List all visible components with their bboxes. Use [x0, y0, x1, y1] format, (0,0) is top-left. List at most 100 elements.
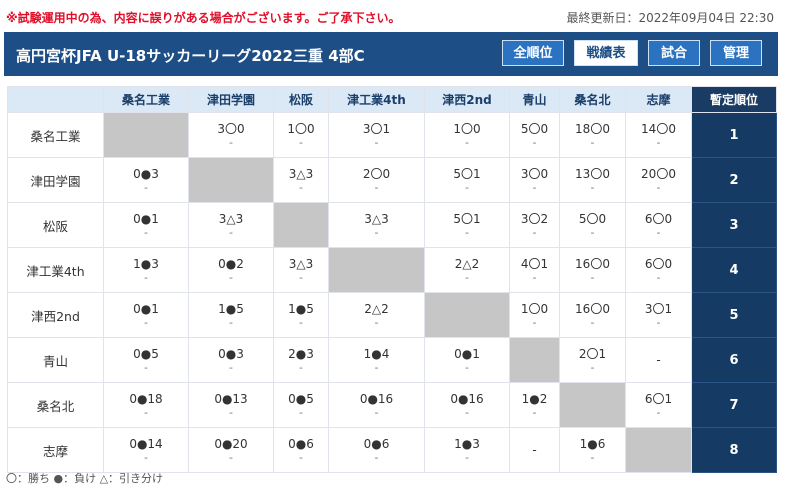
match-result-cell[interactable]: 16〇0- [559, 292, 626, 338]
match-result-cell[interactable]: - [625, 337, 692, 383]
match-result-cell[interactable]: 2△2- [328, 292, 425, 338]
match-result-cell[interactable]: 3〇1- [328, 112, 425, 158]
match-result-cell[interactable]: 3△3- [188, 202, 274, 248]
match-result-cell[interactable]: 1●5- [188, 292, 274, 338]
match-result-cell[interactable]: 1●3- [103, 247, 189, 293]
self-match-cell [509, 337, 560, 383]
match-result-cell[interactable]: 1〇0- [273, 112, 329, 158]
match-sub: - [299, 406, 303, 419]
match-result-cell[interactable]: 0●13- [188, 382, 274, 428]
match-result-cell[interactable]: 0●1- [424, 337, 510, 383]
match-result-cell[interactable]: 3△3- [273, 247, 329, 293]
match-score: 6〇0 [644, 257, 673, 271]
match-result-cell[interactable]: 0●3- [103, 157, 189, 203]
match-sub: - [590, 271, 595, 284]
match-result-cell[interactable]: 16〇0- [559, 247, 626, 293]
match-result-cell[interactable]: 1〇0- [509, 292, 560, 338]
match-result-cell[interactable]: 14〇0- [625, 112, 692, 158]
match-score: 0●3 [133, 167, 159, 181]
match-result-cell[interactable]: 1●6- [559, 427, 626, 473]
match-result-cell[interactable]: 3〇2- [509, 202, 560, 248]
match-result-cell[interactable]: 0●5- [103, 337, 189, 383]
match-result-cell[interactable]: 0●1- [103, 292, 189, 338]
match-result-cell[interactable]: 5〇0- [509, 112, 560, 158]
column-header: 桑名北 [559, 86, 626, 113]
matches-button[interactable]: 試合 [648, 40, 700, 66]
results-table-button[interactable]: 戦績表 [574, 40, 638, 66]
match-result-cell[interactable]: 0●6- [328, 427, 425, 473]
match-result-cell[interactable]: 3△3- [273, 157, 329, 203]
table-row: 津西2nd 0●1-1●5-1●5-2△2-1〇0-16〇0-3〇1-5 [7, 292, 777, 338]
match-sub: - [465, 361, 469, 374]
match-result-cell[interactable]: 5〇1- [424, 157, 510, 203]
match-score: 1●2 [521, 392, 548, 406]
match-result-cell[interactable]: 0●5- [273, 382, 329, 428]
match-result-cell[interactable]: 0●1- [103, 202, 189, 248]
match-result-cell[interactable]: 2〇1- [559, 337, 626, 383]
match-result-cell[interactable]: 1●3- [424, 427, 510, 473]
match-score: 5〇0 [520, 122, 549, 136]
match-result-cell[interactable]: 6〇1- [625, 382, 692, 428]
match-score: 0●13 [214, 392, 248, 406]
match-sub: - [656, 406, 661, 419]
match-result-cell[interactable]: 3〇0- [188, 112, 274, 158]
column-header: 青山 [509, 86, 560, 113]
match-result-cell[interactable]: 0●20- [188, 427, 274, 473]
match-result-cell[interactable]: 0●14- [103, 427, 189, 473]
match-result-cell[interactable]: 0●2- [188, 247, 274, 293]
match-score: 3△3 [364, 212, 389, 226]
match-result-cell[interactable]: 0●16- [328, 382, 425, 428]
match-score: 5〇1 [453, 167, 481, 181]
match-result-cell[interactable]: 0●3- [188, 337, 274, 383]
match-result-cell[interactable]: 4〇1- [509, 247, 560, 293]
match-result-cell[interactable]: 3〇1- [625, 292, 692, 338]
match-sub: - [374, 226, 379, 239]
match-result-cell[interactable]: 2△2- [424, 247, 510, 293]
match-sub: - [374, 406, 379, 419]
column-header: 津田学園 [188, 86, 274, 113]
match-result-cell[interactable]: 5〇0- [559, 202, 626, 248]
match-result-cell[interactable]: - [509, 427, 560, 473]
match-sub: - [299, 181, 303, 194]
match-result-cell[interactable]: 1●5- [273, 292, 329, 338]
match-result-cell[interactable]: 20〇0- [625, 157, 692, 203]
manage-button[interactable]: 管理 [710, 40, 762, 66]
provisional-rank: 4 [691, 247, 777, 293]
row-team-name: 青山 [7, 337, 104, 383]
match-result-cell[interactable]: 0●16- [424, 382, 510, 428]
provisional-rank: 7 [691, 382, 777, 428]
match-score: 1●3 [454, 437, 480, 451]
match-result-cell[interactable]: 6〇0- [625, 202, 692, 248]
match-score: 0●20 [214, 437, 248, 451]
match-sub: - [590, 226, 595, 239]
match-result-cell[interactable]: 6〇0- [625, 247, 692, 293]
match-score: 3〇1 [644, 302, 673, 316]
match-result-cell[interactable]: 13〇0- [559, 157, 626, 203]
match-score: 3〇0 [217, 122, 245, 136]
match-result-cell[interactable]: 0●18- [103, 382, 189, 428]
match-result-cell[interactable]: 2●3- [273, 337, 329, 383]
all-standings-button[interactable]: 全順位 [502, 40, 564, 66]
column-header: 志摩 [625, 86, 692, 113]
match-sub: - [590, 316, 595, 329]
match-result-cell[interactable]: 1●2- [509, 382, 560, 428]
match-score: 0●1 [454, 347, 480, 361]
match-result-cell[interactable]: 5〇1- [424, 202, 510, 248]
match-score: 20〇0 [641, 167, 676, 181]
match-result-cell[interactable]: 3△3- [328, 202, 425, 248]
match-result-cell[interactable]: 0●6- [273, 427, 329, 473]
match-result-cell[interactable]: 1〇0- [424, 112, 510, 158]
match-result-cell[interactable]: 2〇0- [328, 157, 425, 203]
match-result-cell[interactable]: 3〇0- [509, 157, 560, 203]
match-sub: - [229, 451, 233, 464]
match-score: 16〇0 [575, 302, 610, 316]
match-sub: - [374, 181, 379, 194]
rank-header: 暫定順位 [691, 86, 777, 113]
match-result-cell[interactable]: 1●4- [328, 337, 425, 383]
match-result-cell[interactable]: 18〇0- [559, 112, 626, 158]
match-sub: - [532, 136, 537, 149]
trial-notice: ※試験運用中の為、内容に誤りがある場合がございます。ご了承下さい。 [6, 11, 401, 25]
match-sub: - [532, 406, 537, 419]
match-sub: - [656, 226, 661, 239]
match-sub: - [229, 316, 233, 329]
